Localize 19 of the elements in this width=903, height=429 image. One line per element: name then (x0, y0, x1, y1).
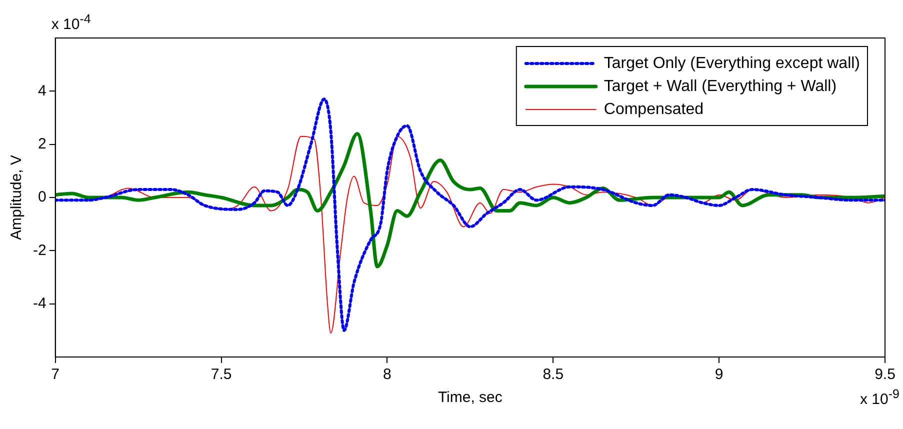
text: x 10$^{-9}$ (860, 387, 900, 408)
x-axis-title: Time, sec (438, 389, 503, 406)
y-tick-label: -4 (32, 294, 46, 312)
y-tick-label: -2 (32, 242, 46, 259)
legend-label: Compensated (604, 100, 704, 118)
y-axis-title: Amplitude, V (8, 154, 26, 240)
x-tick-label: 7.5 (210, 366, 232, 384)
legend-label: Target Only (Everything except wall) (604, 54, 860, 72)
x-tick-label: 7 (51, 366, 60, 384)
text: x 10$^{-4}$ (51, 12, 91, 33)
x-tick-label: 8.5 (542, 366, 564, 384)
y-tick-label: 0 (38, 188, 46, 206)
x-tick-label: 9 (714, 366, 724, 384)
line-series (55, 98, 885, 332)
x-tick-label: 9.5 (874, 366, 896, 384)
legend-label: Target + Wall (Everything + Wall) (604, 78, 837, 95)
y-tick-label: 4 (38, 82, 46, 100)
y-tick-label: 2 (38, 135, 46, 152)
x-tick-label: 8 (383, 366, 392, 384)
